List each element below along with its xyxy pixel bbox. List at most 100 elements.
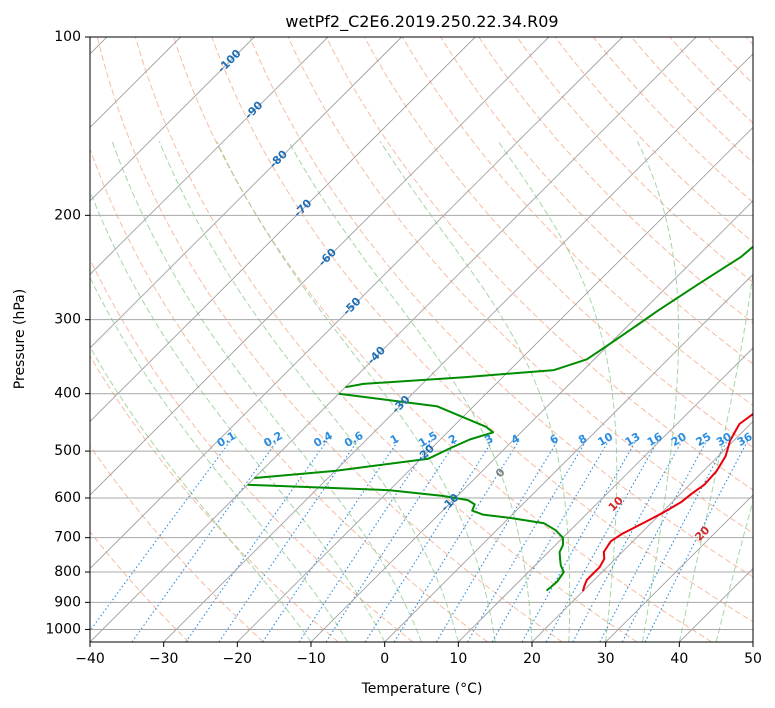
mixing-ratio-label: 0.1	[215, 429, 238, 450]
dewpoint-profile-line	[254, 392, 494, 479]
dewpoint-profile-line	[247, 483, 565, 592]
isotherm-line	[752, 641, 753, 642]
moist-adiabat-label: 30	[764, 555, 775, 575]
isotherm-line	[237, 126, 753, 642]
mixing-ratio-label: 16	[645, 430, 665, 449]
axes: −40 −30 −20 −10 0 10 20 30 40 5010020030040050060…	[45, 29, 762, 667]
dry-adiabat-line	[707, 37, 753, 85]
y-tick-label: 800	[54, 564, 81, 580]
isotherm-line	[90, 37, 255, 202]
moist-adiabat-line	[636, 141, 680, 642]
moist-adiabat-line	[158, 141, 459, 642]
moist-adiabat-line	[678, 269, 753, 642]
isotherm-line	[310, 200, 753, 642]
mixing-ratio-label: 0.6	[342, 429, 366, 450]
dewpoint-profile-line	[345, 245, 753, 389]
x-tick-label: 40	[670, 651, 688, 667]
dry-adiabat-line	[90, 258, 414, 642]
x-tick-label: −20	[223, 651, 253, 667]
y-tick-label: 100	[54, 29, 81, 45]
isotherm-line	[90, 37, 697, 642]
moist-adiabat-line	[288, 141, 533, 642]
plot-frame	[89, 36, 754, 643]
isotherm-label: -60	[316, 246, 339, 269]
isotherm-line	[679, 567, 753, 642]
y-axis-label: Pressure (hPa)	[12, 289, 28, 389]
y-tick-label: 900	[54, 594, 81, 610]
dry-adiabat-line	[90, 445, 264, 642]
mixing-ratio-line	[218, 440, 359, 642]
dry-adiabat-line	[440, 37, 753, 365]
mixing-ratio-line	[644, 440, 749, 642]
dry-adiabat-line	[771, 24, 775, 642]
mixing-ratio-line	[262, 440, 399, 642]
dry-adiabat-line	[249, 37, 753, 578]
y-tick-label: 200	[54, 207, 81, 223]
isotherm-line	[90, 37, 550, 496]
mixing-ratio-line	[131, 440, 278, 642]
grid-lines	[90, 24, 775, 642]
data-lines	[247, 245, 753, 592]
x-tick-label: 50	[744, 651, 762, 667]
x-tick-label: 20	[523, 651, 541, 667]
isotherm-line	[90, 37, 329, 276]
mixing-ratio-label: 0.2	[262, 429, 285, 450]
dry-adiabat-line	[363, 37, 753, 448]
mixing-ratio-line	[599, 440, 708, 642]
y-tick-label: 600	[54, 490, 81, 506]
mixing-ratio-label: 6	[548, 432, 561, 447]
x-tick-label: 10	[449, 651, 467, 667]
x-tick-label: −30	[149, 651, 179, 667]
y-tick-label: 1000	[45, 621, 81, 637]
dry-adiabat-line	[401, 37, 753, 406]
mixing-ratio-line	[572, 440, 683, 642]
temperature-profile-line	[581, 412, 753, 592]
mixing-ratio-line	[435, 440, 559, 642]
isotherm-line	[384, 273, 753, 642]
mixing-ratio-line	[364, 440, 494, 642]
moist-adiabat-line	[216, 141, 496, 642]
moist-adiabat-label: 10	[606, 494, 626, 514]
dry-adiabat-line	[173, 37, 712, 642]
dry-adiabat-line	[96, 37, 563, 642]
dry-adiabat-line	[478, 37, 753, 324]
dry-adiabat-line	[668, 37, 753, 124]
isotherm-label: -70	[291, 196, 314, 219]
mixing-ratio-line	[185, 440, 328, 642]
mixing-ratio-label: 30	[714, 430, 734, 449]
mixing-ratio-label: 25	[694, 430, 714, 449]
y-tick-label: 400	[54, 386, 81, 402]
mixing-ratio-line	[621, 440, 728, 642]
isotherm-line	[90, 37, 476, 423]
isotherm-label: -80	[267, 147, 290, 170]
dry-adiabat-line	[134, 37, 638, 642]
isotherm-label: -30	[389, 393, 412, 416]
mixing-ratio-line	[467, 440, 587, 642]
mixing-ratio-line	[521, 440, 637, 642]
x-tick-label: −40	[75, 651, 105, 667]
mixing-ratio-label: 10	[596, 430, 616, 449]
line-labels: -100-90-80-70-60-50-40-30-20-100.1 0.2 0.4…	[215, 47, 775, 575]
mixing-ratio-label: 3	[482, 432, 495, 447]
mixing-ratio-label: 20	[669, 430, 689, 449]
dry-adiabat-line	[287, 37, 753, 534]
mixing-ratio-label: 4	[509, 432, 522, 447]
x-tick-label: 0	[380, 651, 389, 667]
y-tick-label: 300	[54, 312, 81, 328]
isotherm-line	[90, 37, 623, 570]
mixing-ratio-label: 13	[623, 430, 643, 449]
mixing-ratio-line	[491, 440, 610, 642]
mixing-ratio-line	[298, 440, 433, 642]
isotherm-line	[163, 53, 753, 642]
moist-adiabat-line	[379, 141, 571, 642]
mixing-ratio-line	[90, 440, 232, 632]
dry-adiabat-line	[90, 147, 488, 642]
isotherm-label: -90	[242, 98, 265, 121]
dry-adiabat-line	[325, 37, 753, 491]
mixing-ratio-line	[545, 440, 659, 642]
isotherm-line	[531, 420, 753, 642]
x-axis-label: Temperature (°C)	[361, 681, 483, 697]
y-tick-label: 700	[54, 530, 81, 546]
isotherm-label: -100	[215, 47, 244, 76]
